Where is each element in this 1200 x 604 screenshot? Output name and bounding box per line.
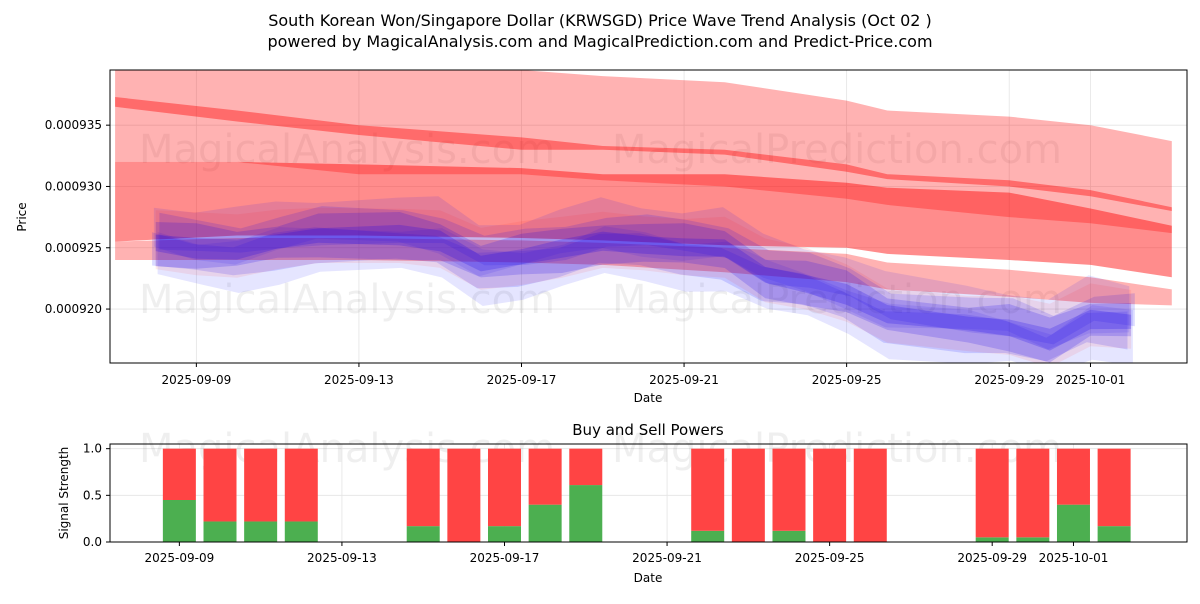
signal-y-tick-label: 0.5 xyxy=(83,488,102,502)
sell-bar xyxy=(406,448,440,527)
price-y-tick-label: 0.000930 xyxy=(45,179,102,193)
watermark-prediction-top: MagicalPrediction.com xyxy=(612,127,1062,173)
sell-bar xyxy=(528,448,562,505)
buy-bar xyxy=(284,521,318,542)
buy-bar xyxy=(975,537,1009,542)
buy-bar xyxy=(569,485,603,542)
price-axes-frame xyxy=(109,69,1188,364)
signal-y-label: Signal Strength xyxy=(57,447,71,540)
price-y-label: Price xyxy=(15,202,29,231)
sell-bar xyxy=(244,448,278,522)
signal-x-tick-label: 2025-09-29 xyxy=(957,551,1027,565)
signal-chart: Buy and Sell Powers MagicalAnalysis.com … xyxy=(57,421,1188,585)
sell-bar xyxy=(1097,448,1131,527)
sell-bar xyxy=(853,448,887,542)
blue-band-6 xyxy=(155,224,1132,351)
signal-y-tick-label: 1.0 xyxy=(83,442,102,456)
price-x-ticks: 2025-09-09 2025-09-13 2025-09-17 2025-09-21… xyxy=(161,363,1125,387)
sell-bar xyxy=(813,448,847,542)
signal-x-tick-label: 2025-10-01 xyxy=(1039,551,1109,565)
sell-bar xyxy=(447,448,481,542)
buy-bar xyxy=(203,521,237,542)
sell-bar xyxy=(1056,448,1090,505)
price-x-tick-label: 2025-09-25 xyxy=(812,373,882,387)
buy-bar xyxy=(772,530,806,542)
price-x-tick-label: 2025-09-29 xyxy=(974,373,1044,387)
buy-bar xyxy=(528,504,562,542)
blue-band-5 xyxy=(153,196,1130,350)
signal-chart-title: Buy and Sell Powers xyxy=(572,421,724,439)
blue-band-4 xyxy=(157,226,1133,363)
price-y-ticks: 0.000920 0.000925 0.000930 0.000935 xyxy=(45,118,110,316)
price-chart: MagicalAnalysis.com MagicalPrediction.co… xyxy=(15,69,1188,405)
sell-bar xyxy=(569,448,603,486)
figure-title-line1: South Korean Won/Singapore Dollar (KRWSG… xyxy=(268,11,932,30)
signal-x-label: Date xyxy=(634,571,663,585)
price-watermarks: MagicalAnalysis.com MagicalPrediction.co… xyxy=(139,127,1062,323)
pink-overlay-band xyxy=(155,207,1132,363)
price-x-label: Date xyxy=(634,391,663,405)
watermark-analysis-top: MagicalAnalysis.com xyxy=(139,127,555,173)
price-y-tick-label: 0.000920 xyxy=(45,302,102,316)
signal-x-ticks: 2025-09-09 2025-09-13 2025-09-17 2025-09-21… xyxy=(144,542,1108,565)
watermark-prediction-mid: MagicalPrediction.com xyxy=(612,277,1062,323)
signal-y-tick-label: 0.0 xyxy=(83,535,102,549)
signal-x-tick-label: 2025-09-09 xyxy=(144,551,214,565)
sell-bar xyxy=(772,448,806,531)
price-x-tick-label: 2025-09-13 xyxy=(324,373,394,387)
buy-bar xyxy=(244,521,278,542)
red-band-4 xyxy=(115,238,1172,306)
red-band-1 xyxy=(115,70,1172,234)
sell-bar xyxy=(691,448,725,531)
price-x-tick-label: 2025-10-01 xyxy=(1056,373,1126,387)
signal-bars xyxy=(162,448,1131,542)
price-x-tick-label: 2025-09-21 xyxy=(649,373,719,387)
blue-band-1 xyxy=(155,212,1132,363)
signal-x-tick-label: 2025-09-13 xyxy=(307,551,377,565)
signal-x-tick-label: 2025-09-17 xyxy=(470,551,540,565)
price-y-tick-label: 0.000925 xyxy=(45,241,102,255)
buy-bar xyxy=(406,526,440,542)
sell-bar xyxy=(203,448,237,522)
buy-bar xyxy=(691,530,725,542)
sell-bar xyxy=(731,448,765,542)
blue-band-2 xyxy=(159,206,1135,345)
signal-y-ticks: 0.0 0.5 1.0 xyxy=(83,442,110,549)
signal-x-tick-label: 2025-09-25 xyxy=(795,551,865,565)
sell-bar xyxy=(975,448,1009,538)
sell-bar xyxy=(284,448,318,522)
signal-axes-frame xyxy=(109,443,1188,543)
price-x-tick-label: 2025-09-17 xyxy=(487,373,557,387)
price-y-tick-label: 0.000935 xyxy=(45,118,102,132)
figure-title-line2: powered by MagicalAnalysis.com and Magic… xyxy=(267,32,932,51)
price-bands xyxy=(115,70,1172,363)
sell-bar xyxy=(1016,448,1050,538)
buy-bar xyxy=(1097,526,1131,542)
buy-bar xyxy=(487,526,521,542)
buy-bar xyxy=(1056,504,1090,542)
watermark-analysis-mid: MagicalAnalysis.com xyxy=(139,277,555,323)
price-x-tick-label: 2025-09-09 xyxy=(161,373,231,387)
buy-bar xyxy=(1016,537,1050,542)
signal-x-tick-label: 2025-09-21 xyxy=(632,551,702,565)
sell-bar xyxy=(487,448,521,527)
sell-bar xyxy=(162,448,196,500)
buy-bar xyxy=(162,500,196,542)
price-grid xyxy=(110,70,1187,363)
blue-band-3 xyxy=(152,227,1128,362)
red-band-3 xyxy=(115,161,1172,278)
